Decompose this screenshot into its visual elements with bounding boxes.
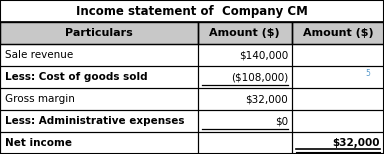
Text: $140,000: $140,000 — [239, 50, 288, 60]
Bar — [292, 110, 384, 132]
Text: Amount ($): Amount ($) — [303, 28, 373, 38]
Text: ($108,000): ($108,000) — [231, 72, 288, 82]
Text: Income statement of  Company CM: Income statement of Company CM — [76, 4, 308, 18]
Bar — [0, 110, 198, 132]
Bar — [0, 66, 198, 88]
Bar — [292, 110, 384, 132]
Bar — [0, 88, 198, 110]
Text: 5: 5 — [365, 69, 370, 78]
Bar — [0, 22, 198, 44]
Bar — [198, 132, 292, 154]
Bar — [292, 88, 384, 110]
Text: Sale revenue: Sale revenue — [5, 50, 73, 60]
Text: Less: Administrative expenses: Less: Administrative expenses — [5, 116, 184, 126]
Bar — [0, 0, 384, 22]
Bar — [198, 110, 292, 132]
Text: Amount ($): Amount ($) — [210, 28, 280, 38]
Bar — [292, 132, 384, 154]
Bar — [0, 132, 198, 154]
Bar — [292, 66, 384, 88]
Text: Less: Cost of goods sold: Less: Cost of goods sold — [5, 72, 147, 82]
Text: Gross margin: Gross margin — [5, 94, 74, 104]
Bar — [198, 88, 292, 110]
Bar — [0, 88, 198, 110]
Text: $32,000: $32,000 — [245, 94, 288, 104]
Bar — [292, 88, 384, 110]
Bar — [292, 44, 384, 66]
Bar — [198, 22, 292, 44]
Bar — [292, 66, 384, 88]
Bar — [0, 110, 198, 132]
Bar — [0, 132, 198, 154]
Bar — [0, 0, 384, 22]
Bar — [198, 66, 292, 88]
Bar — [0, 44, 198, 66]
Text: Less: Cost of goods sold: Less: Cost of goods sold — [5, 72, 147, 82]
Bar — [292, 132, 384, 154]
Bar — [198, 110, 292, 132]
Text: Net income: Net income — [5, 138, 71, 148]
Bar — [198, 88, 292, 110]
Bar — [0, 22, 198, 44]
Text: $0: $0 — [275, 116, 288, 126]
Bar — [198, 44, 292, 66]
Bar — [198, 22, 292, 44]
Bar — [292, 22, 384, 44]
Bar — [292, 44, 384, 66]
Bar — [198, 66, 292, 88]
Bar — [0, 44, 198, 66]
Text: Particulars: Particulars — [65, 28, 133, 38]
Bar — [198, 44, 292, 66]
Bar — [198, 132, 292, 154]
Bar — [0, 66, 198, 88]
Text: $32,000: $32,000 — [333, 138, 380, 148]
Bar — [292, 22, 384, 44]
